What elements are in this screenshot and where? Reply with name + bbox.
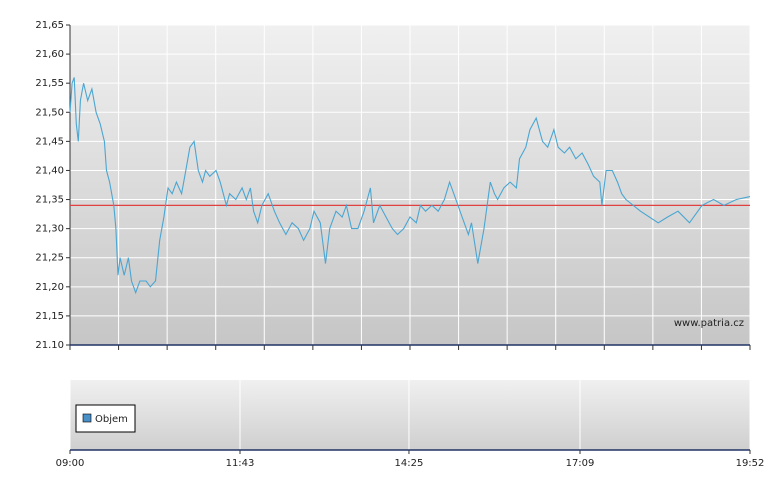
x-tick-label: 11:43 <box>226 458 255 469</box>
y-tick-label: 21,55 <box>35 78 64 89</box>
legend-label: Objem <box>95 414 128 425</box>
y-tick-label: 21,25 <box>35 253 64 264</box>
y-tick-label: 21,30 <box>35 224 64 235</box>
legend-swatch <box>82 413 92 423</box>
x-tick-label: 14:25 <box>395 458 424 469</box>
y-tick-label: 21,15 <box>35 311 64 322</box>
price-line <box>69 77 751 295</box>
y-tick-label: 21,20 <box>35 282 64 293</box>
y-tick-label: 21,60 <box>35 49 64 60</box>
y-tick-label: 21,35 <box>35 195 64 206</box>
y-tick-label: 21,45 <box>35 136 64 147</box>
x-tick-label: 09:00 <box>56 458 85 469</box>
y-tick-label: 21,40 <box>35 165 64 176</box>
y-tick-label: 21,65 <box>35 20 64 31</box>
y-tick-label: 21,50 <box>35 107 64 118</box>
x-tick-label: 19:52 <box>736 458 765 469</box>
watermark: www.patria.cz <box>674 318 744 329</box>
y-tick-label: 21.10 <box>35 340 64 351</box>
x-tick-label: 17:09 <box>566 458 595 469</box>
volume-plot-area <box>70 380 750 450</box>
